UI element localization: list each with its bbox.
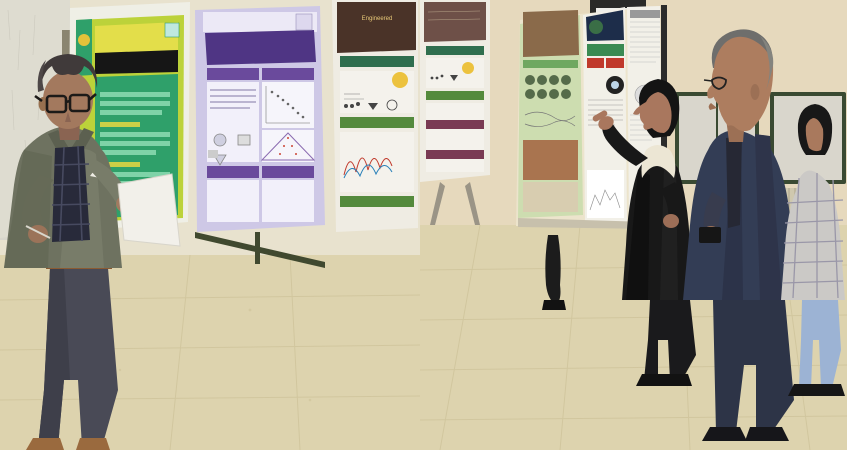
svg-text:Engineered: Engineered [362, 16, 393, 22]
